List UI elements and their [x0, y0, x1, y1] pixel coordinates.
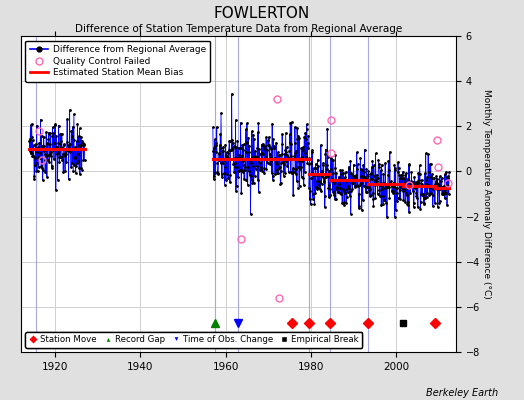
Text: FOWLERTON: FOWLERTON: [214, 6, 310, 21]
Text: Berkeley Earth: Berkeley Earth: [425, 388, 498, 398]
Title: Difference of Station Temperature Data from Regional Average: Difference of Station Temperature Data f…: [75, 24, 402, 34]
Y-axis label: Monthly Temperature Anomaly Difference (°C): Monthly Temperature Anomaly Difference (…: [482, 89, 491, 299]
Legend: Station Move, Record Gap, Time of Obs. Change, Empirical Break: Station Move, Record Gap, Time of Obs. C…: [25, 332, 362, 348]
